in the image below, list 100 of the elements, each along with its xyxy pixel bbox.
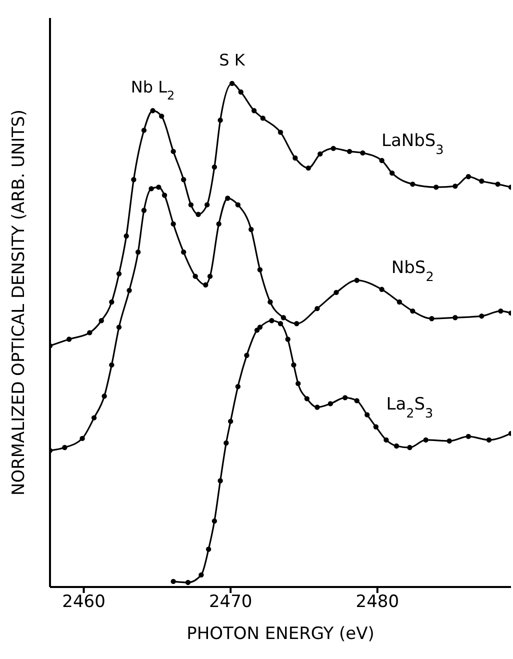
point <box>80 436 85 442</box>
point <box>188 202 194 208</box>
point <box>131 177 136 182</box>
point <box>181 250 186 255</box>
point <box>486 437 492 443</box>
point <box>396 299 402 305</box>
point <box>225 196 230 201</box>
point <box>379 286 384 292</box>
point <box>466 434 472 440</box>
x-tick-label: 2480 <box>356 592 400 612</box>
point <box>87 330 92 336</box>
point <box>116 324 122 330</box>
point <box>280 315 286 320</box>
point <box>314 404 320 410</box>
point <box>254 328 260 333</box>
point <box>334 290 339 296</box>
point <box>452 315 458 320</box>
point <box>216 221 222 227</box>
point <box>158 114 164 119</box>
point <box>446 438 452 444</box>
point <box>346 148 352 154</box>
point <box>373 424 379 430</box>
point <box>229 80 235 86</box>
point <box>170 221 176 227</box>
point <box>384 437 389 443</box>
point <box>148 186 154 192</box>
point <box>306 165 311 171</box>
point <box>257 324 263 330</box>
point <box>170 148 176 154</box>
point <box>124 233 129 239</box>
point <box>330 146 336 152</box>
point <box>135 250 141 255</box>
point <box>91 415 97 420</box>
series-label: La$_{2}$S$_{3}$ <box>386 394 434 422</box>
point <box>292 155 298 161</box>
point <box>238 89 244 95</box>
point <box>410 308 416 314</box>
point <box>328 401 334 406</box>
series-label: NbS$_{2}$ <box>391 258 434 285</box>
point <box>434 184 439 190</box>
point <box>296 380 301 386</box>
point <box>452 184 458 189</box>
point <box>495 182 500 187</box>
point <box>244 352 250 358</box>
point <box>360 150 366 156</box>
point <box>126 288 132 294</box>
point <box>196 212 201 217</box>
point <box>109 299 114 305</box>
annotation: Nb L$_{2}$ <box>130 78 175 103</box>
point <box>342 395 348 400</box>
point <box>218 118 223 123</box>
point <box>389 170 395 176</box>
point <box>354 278 360 283</box>
point <box>268 299 273 305</box>
point <box>364 412 370 418</box>
point <box>150 108 156 114</box>
point <box>98 318 104 324</box>
x-tick-label: 2470 <box>208 592 252 612</box>
point <box>102 394 107 399</box>
point <box>156 184 162 190</box>
annotation: S K <box>219 50 246 70</box>
point <box>379 158 384 164</box>
point <box>212 518 218 524</box>
y-axis-title: NORMALIZED OPTICAL DENSITY (ARB. UNITS) <box>9 109 30 496</box>
point <box>228 418 234 424</box>
point <box>269 318 274 324</box>
point <box>291 362 296 368</box>
point <box>294 321 300 326</box>
point <box>66 336 72 342</box>
point <box>354 398 360 404</box>
point <box>278 321 284 326</box>
point <box>235 384 241 390</box>
point <box>479 313 484 319</box>
x-tick-label: 2460 <box>62 592 106 612</box>
point <box>251 108 257 114</box>
series-label: LaNbS$_{3}$ <box>381 131 444 158</box>
point <box>318 151 323 157</box>
point <box>218 478 223 484</box>
point <box>170 578 176 584</box>
point <box>394 443 400 449</box>
point <box>304 396 310 402</box>
point <box>116 271 122 276</box>
point <box>204 202 210 208</box>
point <box>498 308 504 314</box>
point <box>466 174 472 180</box>
point <box>410 182 416 187</box>
point <box>192 274 198 279</box>
point <box>314 306 320 312</box>
point <box>423 437 428 443</box>
point <box>141 208 147 213</box>
point <box>198 572 204 578</box>
point <box>141 128 147 133</box>
point <box>429 316 434 322</box>
point <box>235 202 241 208</box>
point <box>203 282 208 288</box>
point <box>185 580 191 586</box>
point <box>109 362 114 368</box>
point <box>479 178 484 184</box>
point <box>260 116 266 121</box>
point <box>181 177 186 182</box>
